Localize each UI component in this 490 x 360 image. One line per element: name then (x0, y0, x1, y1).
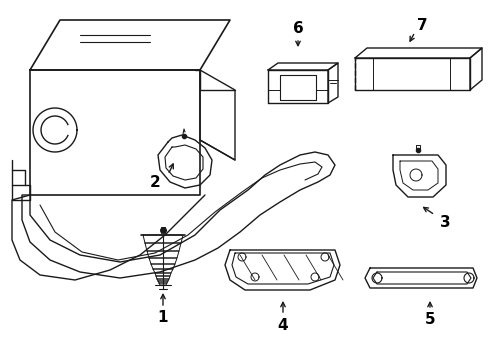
Text: 7: 7 (416, 18, 427, 32)
Text: 2: 2 (149, 175, 160, 189)
Text: 3: 3 (440, 215, 450, 230)
Text: 6: 6 (293, 21, 303, 36)
Text: 4: 4 (278, 318, 288, 333)
Text: 1: 1 (158, 310, 168, 325)
Text: 5: 5 (425, 312, 435, 328)
